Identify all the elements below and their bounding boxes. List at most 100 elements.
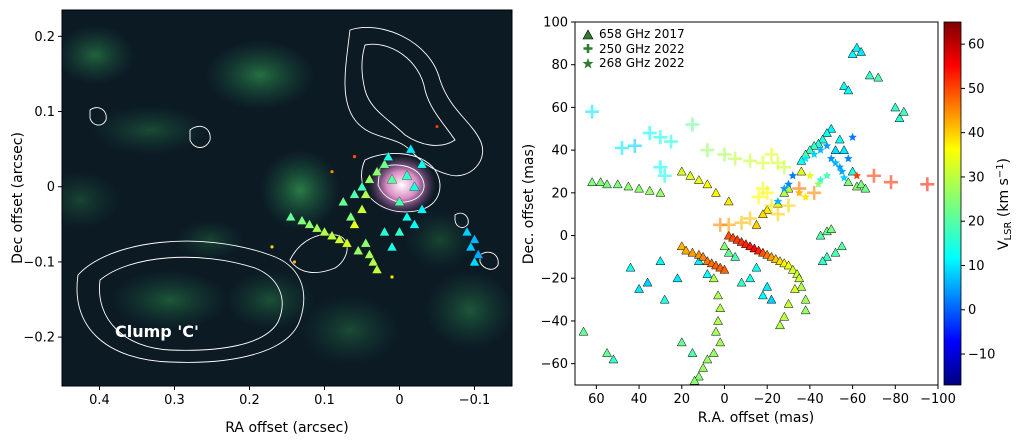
y-tick-label: 20 (551, 186, 568, 201)
maser-spot-250ghz (764, 198, 779, 213)
maser-spot-250ghz (884, 175, 899, 190)
maser-spot-658ghz (796, 166, 807, 176)
maser-spot-250ghz (764, 147, 779, 162)
colorbar-tick-label: −10 (968, 348, 995, 363)
maser-spot-658ghz (762, 204, 773, 214)
maser-spot-triangle (352, 245, 364, 255)
colorbar-tick-label: 10 (968, 259, 985, 274)
maser-spot-268ghz (852, 171, 862, 180)
maser-spot-658ghz (847, 49, 858, 58)
maser-spot-658ghz (655, 256, 666, 266)
maser-spot-268ghz (780, 184, 789, 193)
maser-spot-250ghz (585, 104, 600, 119)
legend-plus-icon (583, 44, 593, 53)
y-tick-label: −0.2 (23, 331, 55, 346)
maser-spot-dot (270, 245, 274, 249)
maser-spot-658ghz (736, 277, 747, 287)
maser-spot-658ghz (751, 219, 762, 229)
maser-spot-triangle (469, 234, 480, 244)
maser-spot-658ghz (687, 347, 698, 357)
maser-spot-658ghz (856, 179, 867, 189)
maser-spot-triangle (364, 249, 375, 259)
maser-spot-250ghz (755, 155, 770, 170)
maser-spot-658ghz (860, 183, 871, 193)
maser-spot-658ghz (711, 326, 721, 336)
maser-spot-658ghz (689, 375, 700, 385)
maser-spot-658ghz (644, 185, 655, 195)
maser-spot-268ghz (831, 158, 840, 167)
x-tick-label: 0.1 (314, 393, 335, 408)
y-tick-label: 40 (551, 144, 568, 159)
maser-spot-triangle (360, 188, 372, 199)
maser-spot-268ghz (794, 188, 804, 197)
y-tick-label: 80 (551, 58, 568, 73)
x-tick-label: −20 (753, 392, 780, 407)
maser-spot-658ghz (800, 294, 811, 304)
maser-spot-triangle (356, 181, 368, 191)
maser-spot-268ghz (801, 154, 810, 163)
maser-spot-658ghz (698, 251, 709, 261)
maser-spot-658ghz (715, 303, 726, 312)
colorbar-tick-label: 50 (968, 82, 985, 97)
maser-spot-658ghz (745, 273, 756, 283)
maser-spot-250ghz (728, 151, 743, 166)
maser-spot-250ghz (866, 168, 881, 183)
legend-item-658ghz: 658 GHz 2017 (582, 27, 685, 41)
maser-spot-triangle (394, 196, 405, 206)
maser-spot-658ghz (711, 187, 721, 197)
clump-c-label: Clump 'C' (115, 322, 199, 341)
x-tick-label: 0 (720, 392, 728, 407)
y-tick-label: −0.1 (23, 255, 55, 270)
colorbar-label-unit: (km s (996, 178, 1012, 221)
maser-spot-triangle (472, 249, 484, 259)
colorbar-label: VLSR (km s−1) (995, 158, 1014, 250)
maser-spot-triangle (461, 226, 473, 236)
maser-spot-triangle (356, 203, 368, 214)
maser-spot-658ghz (713, 315, 723, 325)
maser-spot-250ghz (807, 185, 822, 200)
maser-spot-658ghz (830, 247, 841, 257)
maser-spot-250ghz (920, 177, 935, 192)
maser-spot-268ghz (788, 171, 798, 180)
colorbar-label-exp: −1 (995, 163, 1006, 178)
left-maser-spots (270, 124, 484, 279)
y-tick-label: 0.1 (34, 105, 55, 120)
left-plot-frame (61, 9, 513, 387)
maser-spot-triangle (405, 143, 417, 154)
x-tick-label: −80 (882, 392, 909, 407)
maser-spot-triangle (304, 219, 315, 229)
maser-spot-658ghz (851, 42, 862, 52)
maser-spot-658ghz (822, 251, 832, 261)
maser-spot-268ghz (844, 154, 853, 163)
maser-spot-250ghz (653, 130, 668, 145)
maser-spot-268ghz (816, 145, 825, 154)
maser-spot-triangle (401, 170, 413, 180)
maser-spot-268ghz (822, 141, 832, 150)
maser-spot-250ghz (751, 190, 766, 205)
maser-spot-250ghz (770, 207, 785, 222)
colorbar-tick-label: 30 (968, 170, 985, 185)
maser-spot-triangle (345, 211, 357, 221)
maser-spot-658ghz (839, 145, 849, 154)
maser-spot-250ghz (685, 117, 700, 132)
y-tick-label: 0 (47, 180, 55, 195)
right-plot-background (575, 22, 938, 385)
left-x-axis-label: RA offset (arcsec) (225, 420, 349, 436)
maser-spot-658ghz (659, 294, 670, 304)
legend-label: 658 GHz 2017 (599, 27, 685, 41)
right-y-axis-label: Dec. offset (mas) (521, 144, 537, 264)
maser-spot-triangle (296, 215, 308, 225)
colorbar: 60 50 40 30 20 10 0 −10 VLSR (km s−1) (943, 21, 1014, 386)
maser-spot-658ghz (787, 264, 798, 274)
maser-spot-658ghz (751, 262, 762, 272)
maser-spot-triangle (341, 237, 353, 248)
maser-spot-658ghz (702, 179, 713, 189)
x-tick-label: −0.1 (459, 393, 491, 408)
maser-spot-658ghz (834, 134, 845, 144)
maser-spot-658ghz (685, 170, 696, 180)
right-x-ticks: 60 40 20 0 −20 −40 −60 −80 −100 (588, 385, 956, 407)
maser-spot-658ghz (634, 283, 644, 293)
maser-spot-658ghz (602, 347, 612, 357)
maser-spot-250ghz (700, 143, 715, 158)
